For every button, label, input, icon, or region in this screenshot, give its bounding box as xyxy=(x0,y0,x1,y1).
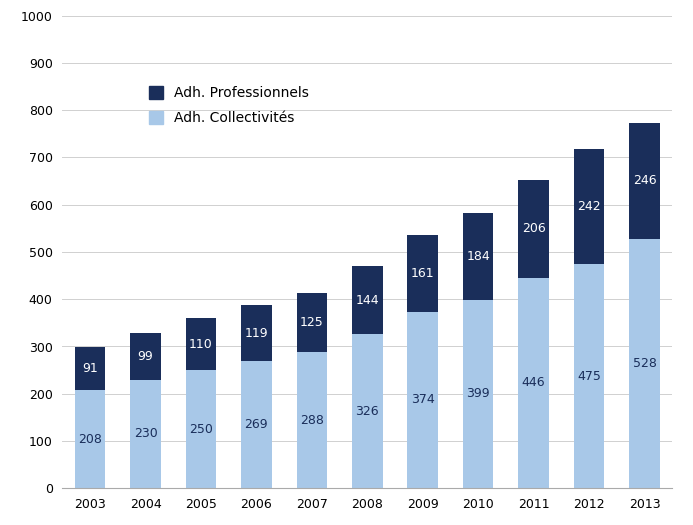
Text: 125: 125 xyxy=(300,316,324,329)
Text: 399: 399 xyxy=(466,387,490,401)
Text: 184: 184 xyxy=(466,250,490,262)
Text: 242: 242 xyxy=(577,200,601,213)
Text: 250: 250 xyxy=(189,423,213,436)
Bar xyxy=(629,239,660,488)
Bar xyxy=(352,266,383,334)
Text: 288: 288 xyxy=(300,414,324,427)
Text: 446: 446 xyxy=(522,376,545,390)
Bar xyxy=(186,370,216,488)
Text: 269: 269 xyxy=(245,418,268,431)
Bar xyxy=(130,380,161,488)
Text: 326: 326 xyxy=(356,405,379,418)
Text: 528: 528 xyxy=(633,357,656,370)
Text: 91: 91 xyxy=(82,362,98,375)
Bar xyxy=(629,122,660,239)
Bar xyxy=(297,352,327,488)
Text: 230: 230 xyxy=(134,427,157,440)
Bar xyxy=(407,311,438,488)
Bar xyxy=(130,333,161,380)
Text: 208: 208 xyxy=(78,433,102,446)
Text: 246: 246 xyxy=(633,174,656,187)
Bar xyxy=(574,264,604,488)
Bar xyxy=(463,300,493,488)
Bar xyxy=(518,278,549,488)
Text: 144: 144 xyxy=(356,293,379,307)
Text: 119: 119 xyxy=(245,327,268,340)
Legend: Adh. Professionnels, Adh. Collectivités: Adh. Professionnels, Adh. Collectivités xyxy=(143,79,316,132)
Text: 99: 99 xyxy=(138,350,153,363)
Text: 475: 475 xyxy=(577,370,601,383)
Bar xyxy=(75,347,105,390)
Bar xyxy=(241,361,272,488)
Bar xyxy=(297,293,327,352)
Bar xyxy=(186,318,216,370)
Bar xyxy=(407,235,438,311)
Text: 110: 110 xyxy=(189,338,213,351)
Text: 161: 161 xyxy=(411,267,435,280)
Bar xyxy=(75,390,105,488)
Bar xyxy=(574,150,604,264)
Text: 374: 374 xyxy=(411,393,435,406)
Bar xyxy=(463,213,493,300)
Bar xyxy=(241,305,272,361)
Bar xyxy=(352,334,383,488)
Text: 206: 206 xyxy=(522,223,545,235)
Bar xyxy=(518,180,549,278)
